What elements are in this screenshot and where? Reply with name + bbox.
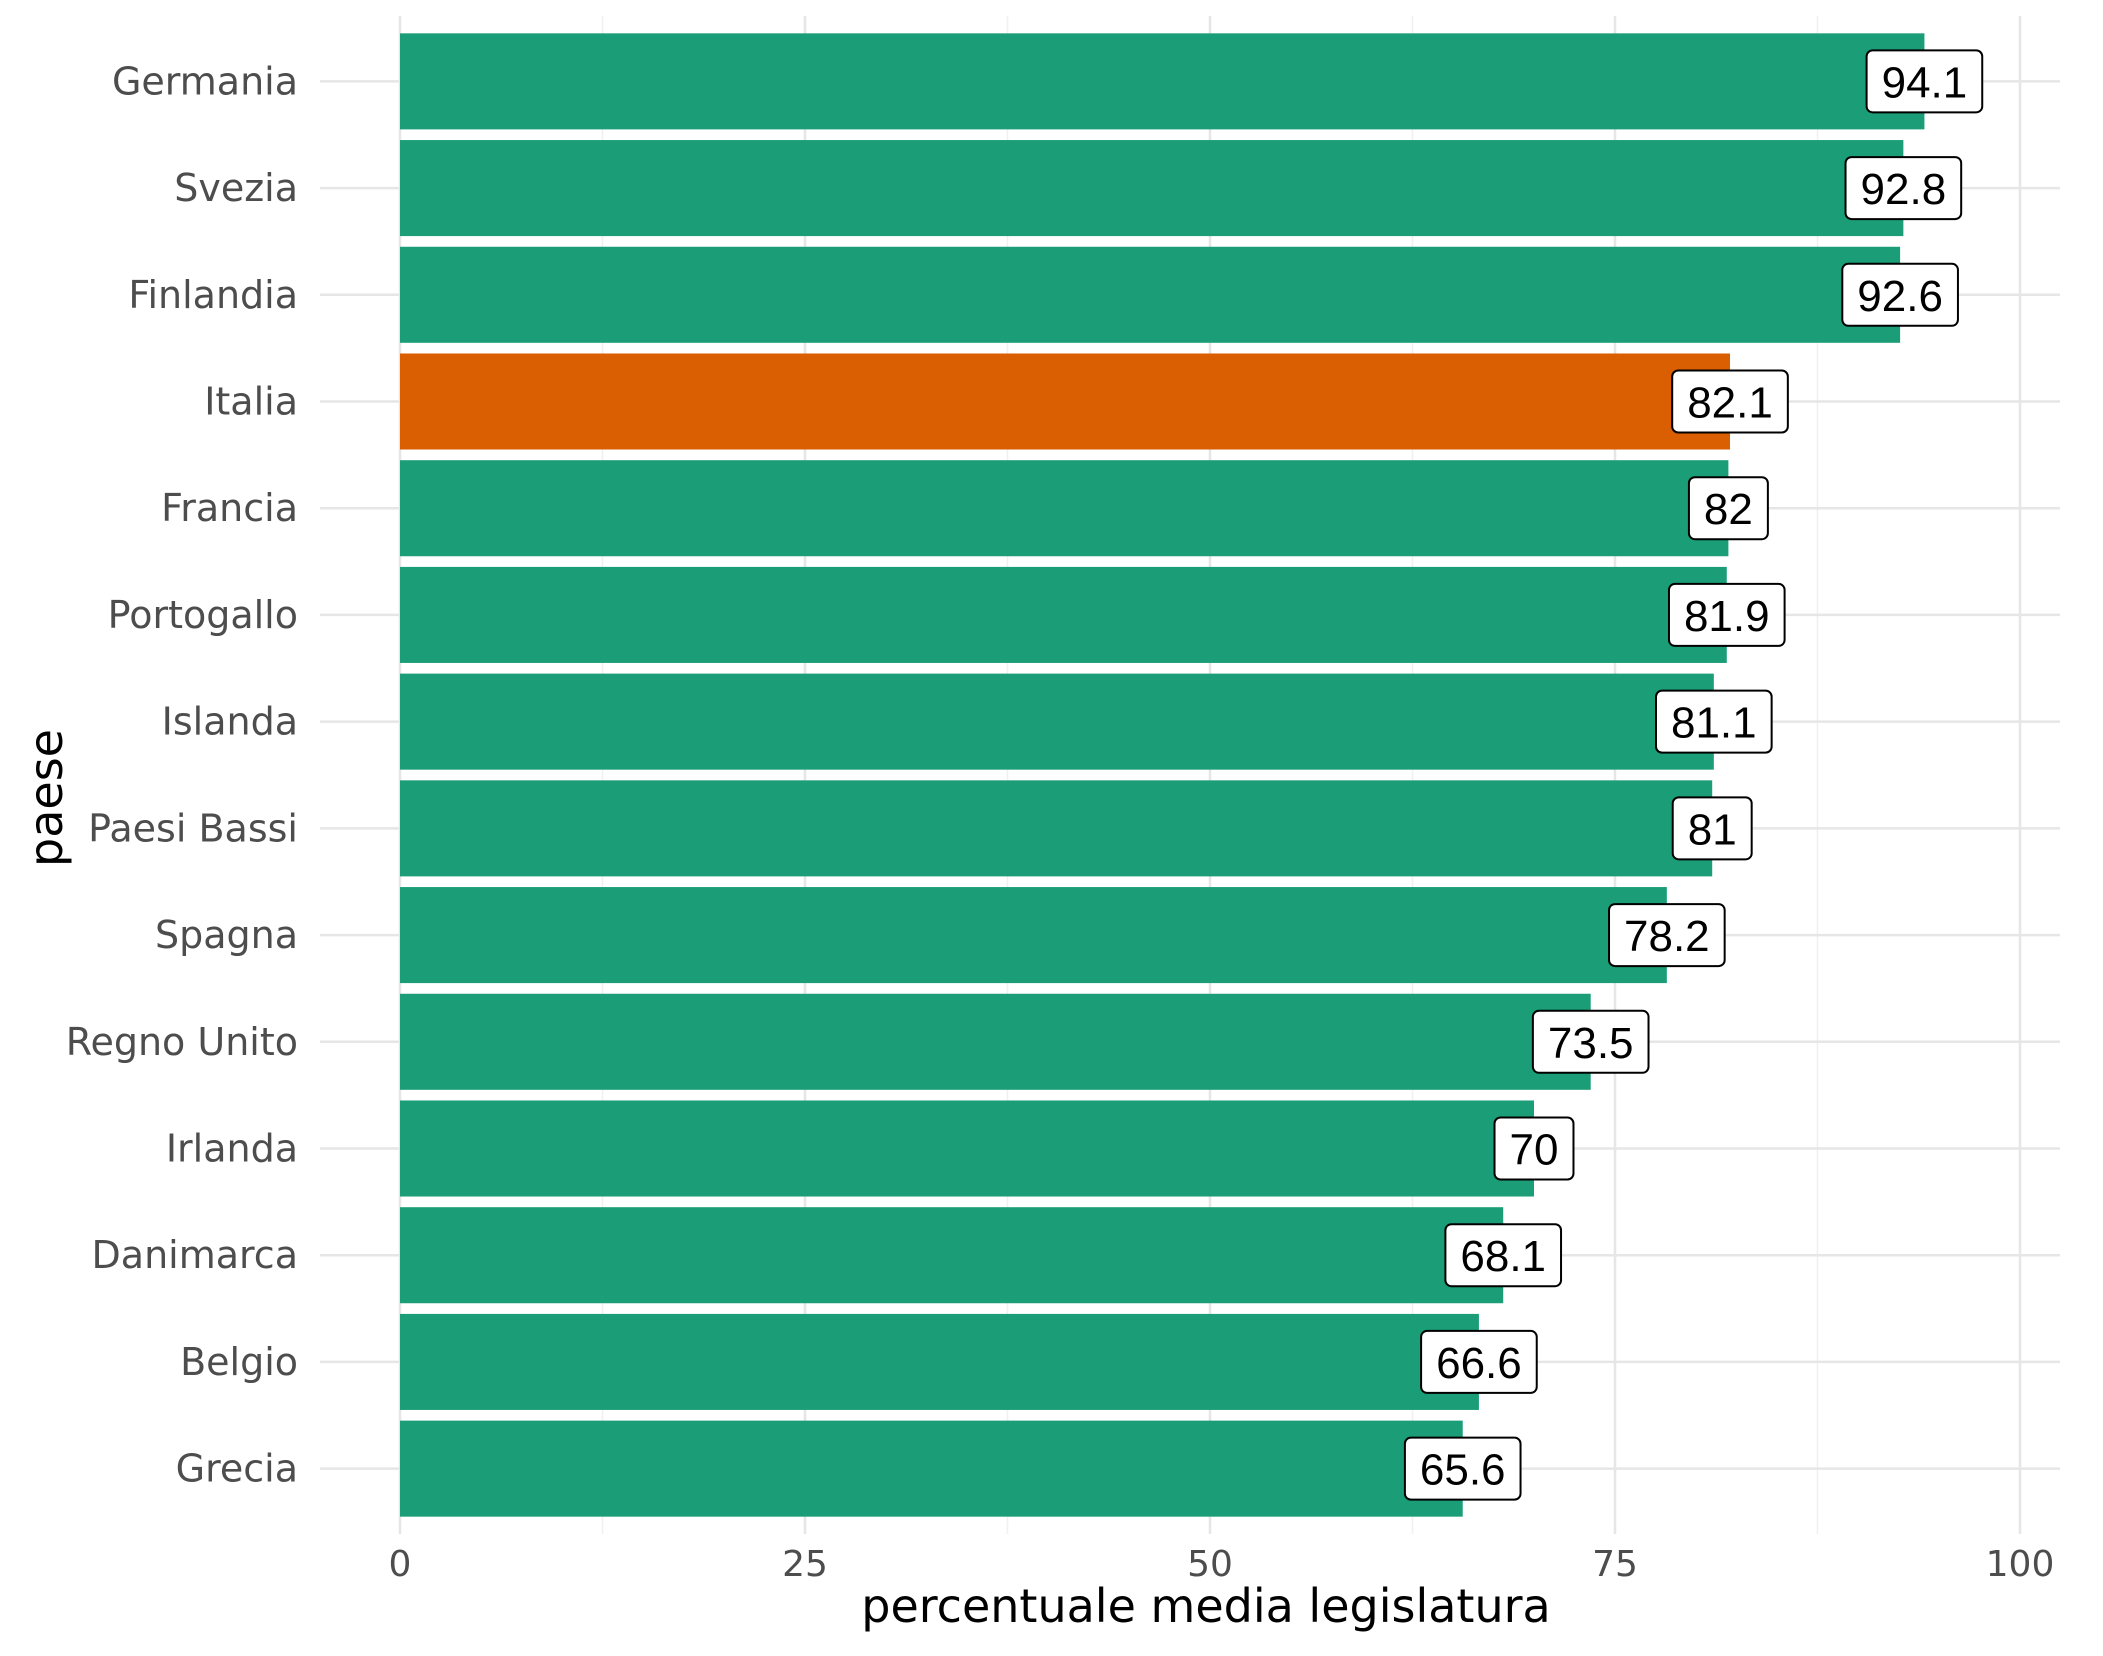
data-label-box [1844, 156, 1963, 221]
y-tick-label: Finlandia [128, 273, 298, 317]
data-label: 81.1 [1654, 689, 1773, 754]
y-tick-label: Belgio [180, 1340, 298, 1384]
data-label-box [1841, 262, 1959, 327]
bar-irlanda [400, 1100, 1534, 1197]
bar-paesi-bassi [400, 780, 1713, 877]
data-label: 81 [1671, 796, 1753, 861]
data-label: 68.1 [1444, 1223, 1563, 1288]
bar-islanda [400, 673, 1714, 770]
bar-portogallo [400, 566, 1727, 663]
data-label: 82.1 [1671, 369, 1789, 434]
data-label-text: 81.9 [1684, 592, 1770, 641]
y-tick-label: Germania [112, 59, 298, 103]
data-label-box [1444, 1223, 1563, 1288]
x-tick-label: 100 [1986, 1544, 2055, 1585]
data-label: 78.2 [1608, 903, 1726, 968]
data-label-box [1420, 1329, 1538, 1394]
data-label-text: 82.1 [1687, 379, 1773, 428]
y-tick-label: Francia [161, 486, 298, 530]
bar-grecia [400, 1420, 1463, 1517]
data-label: 92.8 [1844, 156, 1963, 221]
data-label-text: 68.1 [1460, 1232, 1546, 1281]
data-label: 94.1 [1865, 49, 1984, 114]
y-tick-label: Portogallo [108, 593, 298, 637]
data-label-box [1403, 1436, 1522, 1501]
y-tick-label: Irlanda [166, 1127, 298, 1171]
data-label: 82 [1687, 476, 1769, 541]
data-label-text: 81.1 [1671, 699, 1757, 748]
y-tick-label: Svezia [174, 166, 298, 210]
y-tick-label: Islanda [162, 700, 298, 744]
data-label-box [1687, 476, 1769, 541]
x-tick-label: 0 [389, 1544, 412, 1585]
data-label-box [1608, 903, 1726, 968]
y-tick-label: Grecia [176, 1447, 298, 1491]
bar-belgio [400, 1313, 1479, 1410]
bar-danimarca [400, 1207, 1504, 1304]
data-label-text: 78.2 [1624, 912, 1710, 961]
x-tick-label: 50 [1187, 1544, 1233, 1585]
data-label-text: 66.6 [1436, 1339, 1522, 1388]
data-label-text: 73.5 [1548, 1019, 1634, 1068]
data-label-box [1671, 796, 1753, 861]
data-label: 81.9 [1667, 582, 1786, 647]
bar-finlandia [400, 246, 1901, 343]
bars [400, 33, 1925, 1517]
bar-germania [400, 33, 1925, 130]
data-label-box [1865, 49, 1984, 114]
bar-francia [400, 460, 1729, 557]
y-tick-label: Italia [204, 380, 298, 424]
bar-svezia [400, 140, 1904, 237]
data-label-text: 81 [1688, 805, 1737, 854]
data-label-box [1654, 689, 1773, 754]
data-label-box [1667, 582, 1786, 647]
data-label-text: 70 [1510, 1126, 1559, 1175]
data-label: 66.6 [1420, 1329, 1538, 1394]
bar-italia [400, 353, 1731, 450]
data-label-text: 82 [1704, 485, 1753, 534]
data-label-box [1493, 1116, 1575, 1181]
y-tick-label: Danimarca [92, 1233, 298, 1277]
data-label-text: 94.1 [1882, 58, 1968, 107]
data-label-box [1671, 369, 1789, 434]
data-label-text: 65.6 [1420, 1446, 1506, 1495]
x-axis-title: percentuale media legislatura [861, 1579, 1550, 1633]
x-tick-label: 75 [1592, 1544, 1638, 1585]
x-tick-label: 25 [782, 1544, 828, 1585]
data-label-text: 92.6 [1857, 272, 1943, 321]
bar-spagna [400, 887, 1667, 984]
data-label: 65.6 [1403, 1436, 1522, 1501]
y-axis-title: paese [19, 729, 73, 867]
x-tick-labels: 0 25 50 75 100 [389, 1544, 2055, 1585]
data-label-box [1531, 1009, 1650, 1074]
y-tick-labels: Germania Svezia Finlandia Italia Francia Port… [66, 59, 298, 1490]
grid-lines [320, 16, 2060, 1534]
y-tick-label: Paesi Bassi [88, 806, 298, 850]
bar-regno-unito [400, 993, 1591, 1090]
data-label-text: 92.8 [1861, 165, 1947, 214]
data-labels: 94.1 92.8 92.6 82.1 82 81.9 81.1 81 78.2 73.5 70 68… [1403, 49, 1984, 1501]
data-label: 70 [1493, 1116, 1575, 1181]
data-label: 73.5 [1531, 1009, 1650, 1074]
y-tick-label: Spagna [155, 913, 298, 957]
y-tick-label: Regno Unito [66, 1020, 298, 1064]
data-label: 92.6 [1841, 262, 1959, 327]
